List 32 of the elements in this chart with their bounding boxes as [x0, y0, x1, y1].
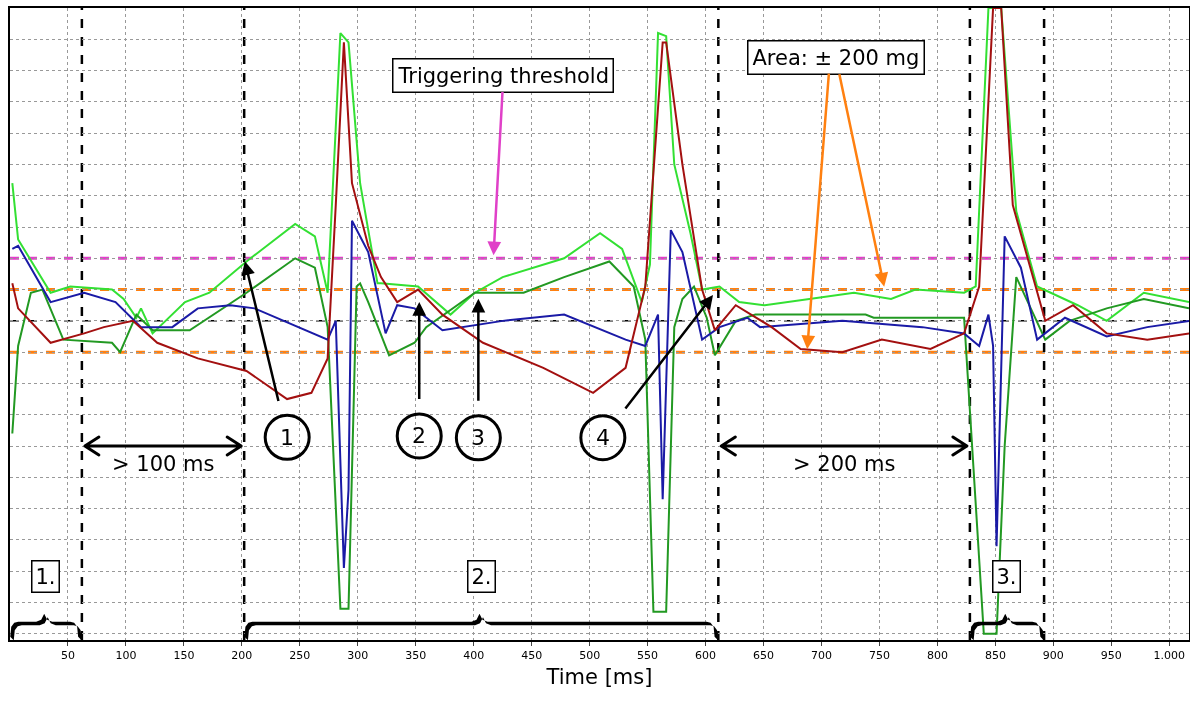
- ref-line-label: Triggering threshold: [397, 63, 609, 88]
- x-tick-label: 100: [115, 649, 137, 663]
- x-tick-label: 450: [521, 649, 543, 663]
- annotation: 3: [471, 425, 485, 450]
- x-tick-label: 650: [753, 649, 775, 663]
- x-tick-label: 900: [1042, 649, 1064, 663]
- annotation: 2.: [471, 564, 492, 589]
- x-tick-label: 350: [405, 649, 427, 663]
- annotation: 1: [280, 425, 294, 450]
- annotation: 1.: [35, 564, 56, 589]
- x-tick-label: 50: [60, 649, 75, 663]
- x-axis-title: Time [ms]: [545, 664, 653, 689]
- x-tick-label: 600: [695, 649, 717, 663]
- annotation: > 200 ms: [793, 452, 896, 476]
- annotation: 2: [412, 423, 426, 448]
- x-tick-label: 550: [637, 649, 659, 663]
- x-tick-label: 150: [173, 649, 195, 663]
- x-tick-label: 750: [868, 649, 890, 663]
- x-tick-label: 250: [289, 649, 311, 663]
- annotation: > 100 ms: [112, 452, 215, 476]
- x-tick-label: 850: [984, 649, 1006, 663]
- x-tick-label: 200: [231, 649, 253, 663]
- x-tick-label: 700: [811, 649, 832, 663]
- x-tick-label: 800: [926, 649, 948, 663]
- ref-line-label: Area: ± 200 mg: [752, 45, 920, 70]
- x-tick-label: 400: [463, 649, 485, 663]
- x-tick-label: 300: [347, 649, 369, 663]
- annotation: 3.: [996, 564, 1017, 589]
- annotation: 4: [596, 425, 610, 450]
- x-tick-label: 950: [1100, 649, 1122, 663]
- x-tick-label: 500: [579, 649, 601, 663]
- x-tick-label: 1.000: [1153, 649, 1186, 663]
